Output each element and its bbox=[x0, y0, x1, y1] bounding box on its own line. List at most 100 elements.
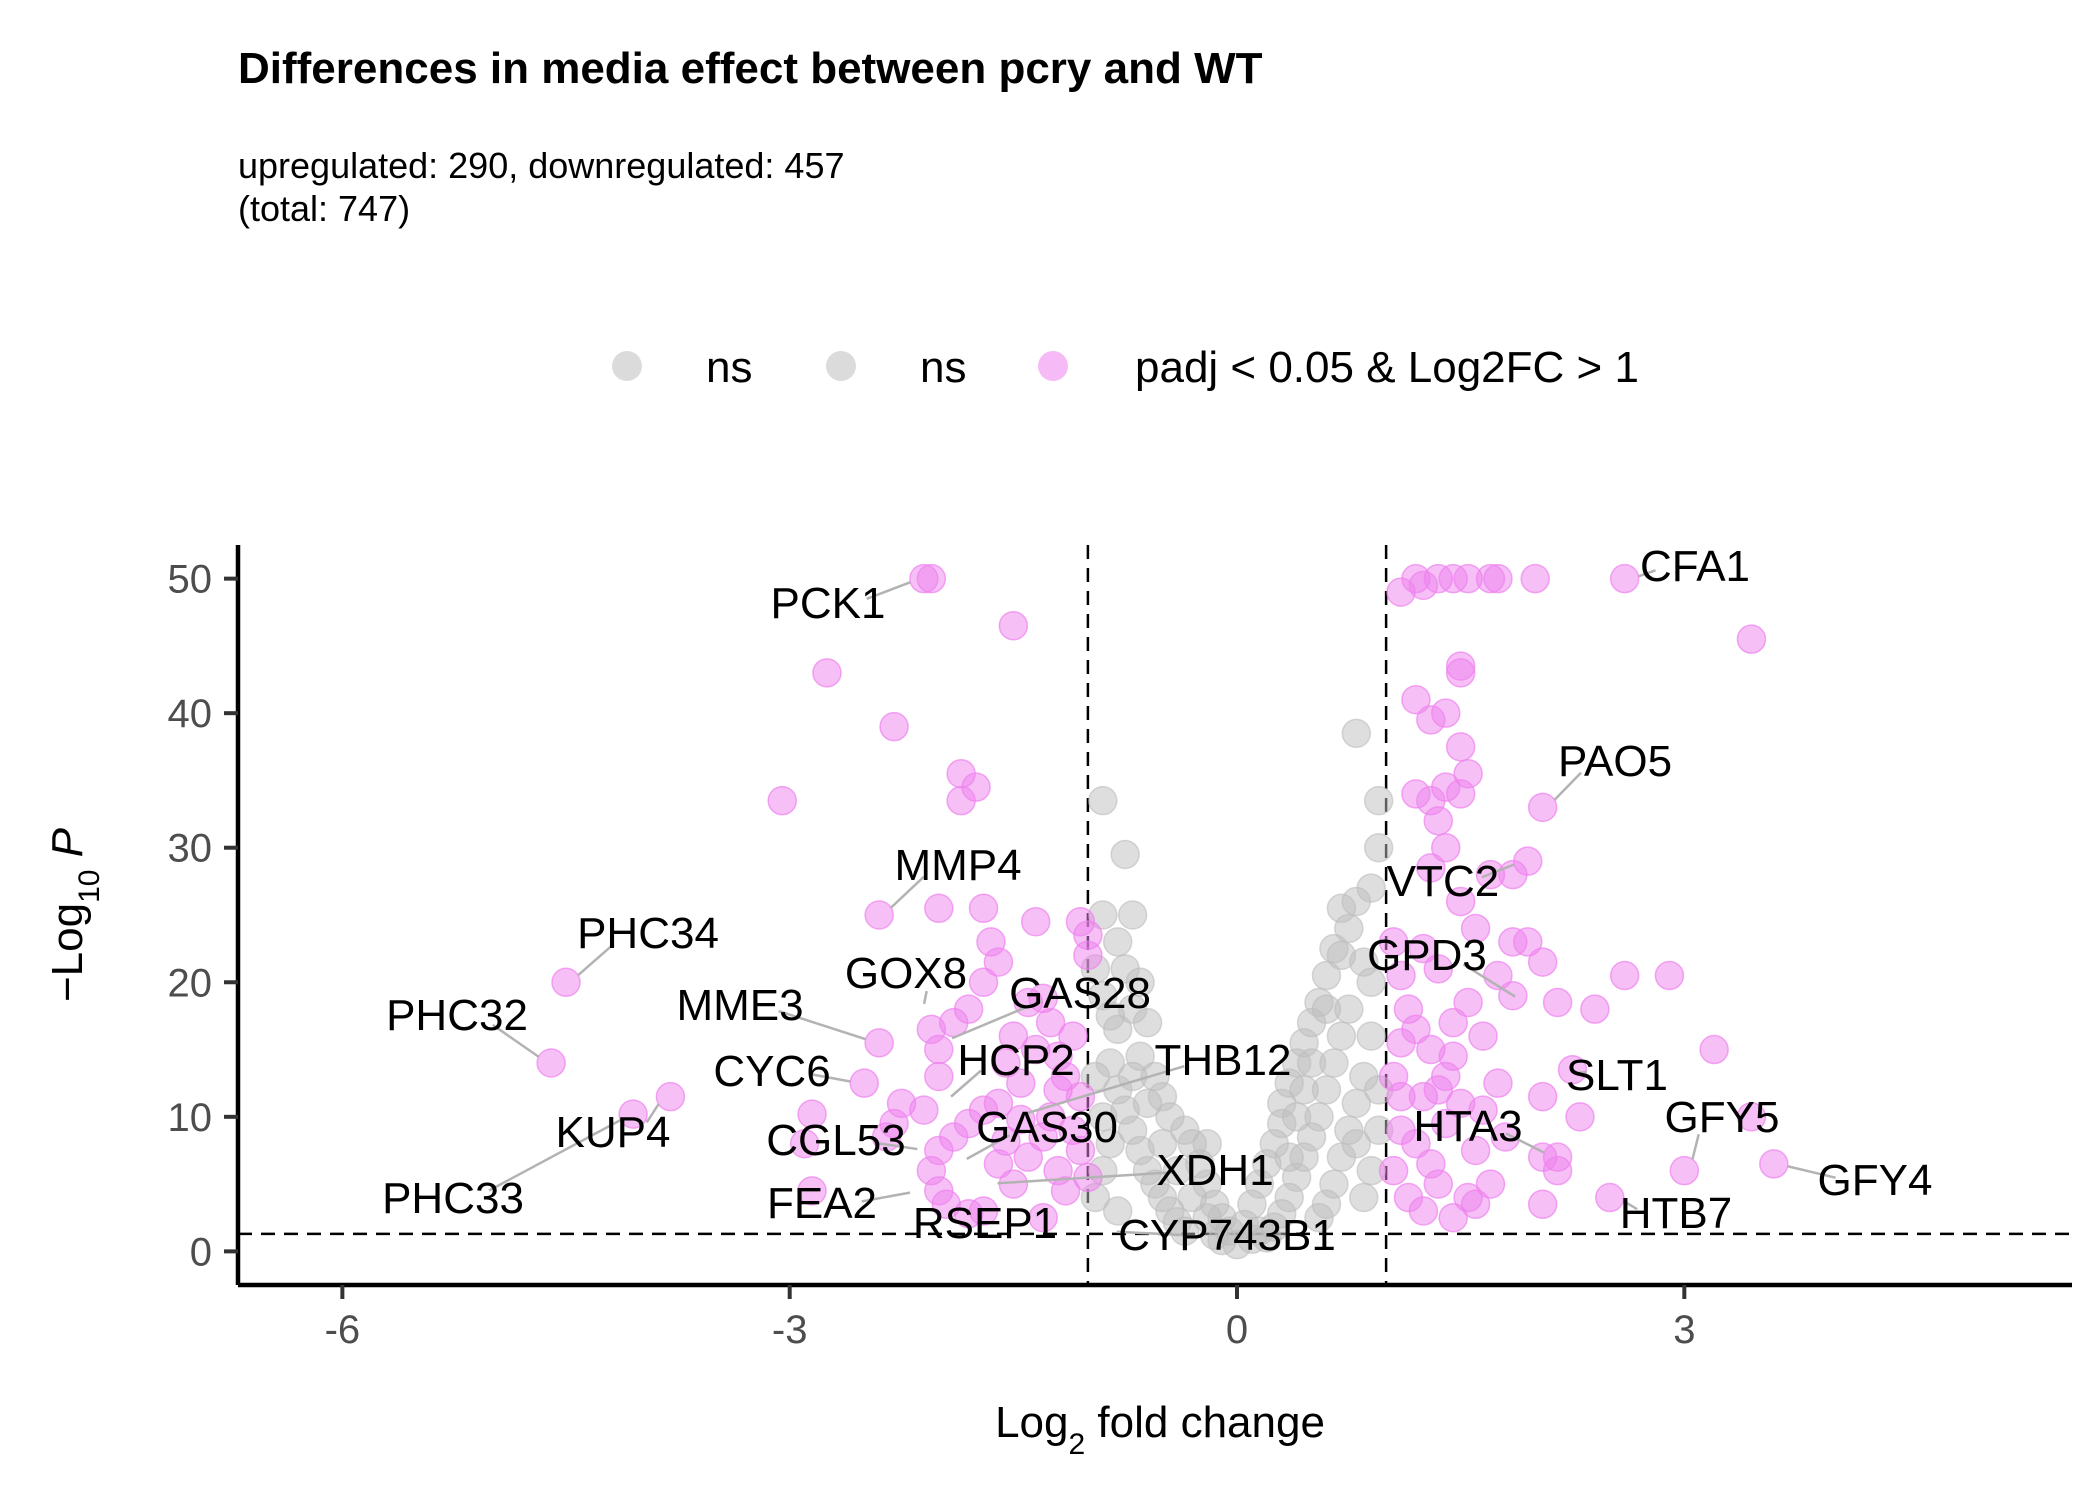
significant-point bbox=[1431, 1108, 1461, 1139]
significant-point bbox=[1527, 947, 1558, 977]
significant-point bbox=[1423, 1169, 1454, 1199]
gene-label-slt1: SLT1 bbox=[1566, 1051, 1668, 1100]
significant-point bbox=[1445, 658, 1476, 688]
gene-label-pck1: PCK1 bbox=[771, 579, 886, 628]
legend: ns ns padj < 0.05 & Log2FC > 1 bbox=[612, 343, 1639, 392]
gene-label-gox8: GOX8 bbox=[845, 949, 967, 998]
gene-label-gfy4: GFY4 bbox=[1818, 1156, 1933, 1205]
significant-point bbox=[1020, 906, 1051, 937]
ns-point bbox=[1162, 1155, 1193, 1186]
gene-label-kup4: KUP4 bbox=[556, 1108, 671, 1157]
significant-point bbox=[1513, 927, 1543, 957]
connector-cyp743b1 bbox=[1116, 1230, 1188, 1237]
significant-point bbox=[1438, 1202, 1468, 1233]
label-connectors bbox=[488, 569, 1836, 1237]
connector-hcp2 bbox=[950, 1069, 982, 1098]
significant-point bbox=[1408, 570, 1439, 601]
significant-point bbox=[1736, 1102, 1767, 1132]
significant-point bbox=[1423, 954, 1454, 984]
y-axis-title: −Log10 P bbox=[43, 827, 106, 1002]
gene-label-gfy5: GFY5 bbox=[1665, 1093, 1780, 1142]
connector-cfa1 bbox=[1638, 569, 1656, 578]
gene-label-phc34: PHC34 bbox=[577, 909, 719, 958]
significant-point bbox=[1520, 563, 1550, 594]
gene-labels: PCK1 CFA1 PAO5 VTC2 MMP4 PHC34 GPD3 GOX8 GAS28 PH… bbox=[382, 542, 1932, 1260]
y-tick-label: 30 bbox=[168, 827, 213, 871]
connector-hta3 bbox=[1505, 1132, 1545, 1154]
significant-point bbox=[1423, 1075, 1454, 1105]
connector-cyc6 bbox=[811, 1073, 851, 1083]
gene-label-vtc2: VTC2 bbox=[1387, 857, 1499, 906]
ns-point bbox=[1281, 1102, 1312, 1132]
significant-point bbox=[1431, 832, 1461, 863]
significant-point bbox=[1453, 987, 1483, 1018]
significant-point bbox=[1408, 1196, 1439, 1226]
significant-point bbox=[1058, 1021, 1088, 1051]
ns-point bbox=[1363, 832, 1394, 863]
gene-label-cfa1: CFA1 bbox=[1640, 542, 1750, 591]
ns-point bbox=[1125, 967, 1155, 998]
gene-label-gas30: GAS30 bbox=[976, 1103, 1118, 1152]
significant-point bbox=[1527, 1189, 1558, 1220]
connector-thb12 bbox=[1026, 1064, 1185, 1115]
connector-phc33 bbox=[488, 1118, 622, 1192]
ns-point bbox=[1296, 1048, 1327, 1078]
gene-label-gpd3: GPD3 bbox=[1367, 931, 1487, 980]
legend-key-2 bbox=[1038, 351, 1068, 381]
ns-point bbox=[1311, 994, 1342, 1024]
connector-kup4 bbox=[645, 1103, 660, 1123]
significant-point bbox=[1460, 1135, 1491, 1166]
connector-fea2 bbox=[861, 1191, 911, 1203]
x-tick-label: -3 bbox=[772, 1308, 808, 1352]
y-tick-label: 50 bbox=[168, 558, 213, 602]
chart-title: Differences in media effect between pcry… bbox=[238, 44, 1263, 93]
significant-point bbox=[767, 785, 797, 816]
significant-point bbox=[953, 1198, 984, 1229]
x-tick-label: 3 bbox=[1673, 1308, 1695, 1352]
connector-vtc2 bbox=[1481, 863, 1515, 879]
legend-label-2: padj < 0.05 & Log2FC > 1 bbox=[1135, 343, 1639, 392]
significant-point bbox=[1609, 960, 1640, 991]
significant-point bbox=[1527, 1081, 1558, 1112]
connector-slt1 bbox=[1577, 1070, 1587, 1075]
y-tick-label: 10 bbox=[168, 1096, 213, 1140]
legend-label-0: ns bbox=[706, 343, 752, 392]
ns-point bbox=[1147, 1128, 1178, 1159]
gene-label-hta3: HTA3 bbox=[1413, 1102, 1522, 1151]
significant-point bbox=[916, 563, 947, 594]
ns-point bbox=[1356, 1021, 1386, 1051]
significant-point bbox=[1483, 1068, 1513, 1098]
legend-key-0 bbox=[612, 351, 642, 381]
significant-point bbox=[1028, 1202, 1058, 1233]
significant-point bbox=[1595, 1182, 1625, 1213]
significant-points bbox=[536, 563, 1789, 1233]
gene-label-rsep1: RSEP1 bbox=[913, 1199, 1057, 1248]
significant-point bbox=[1050, 1176, 1081, 1206]
connector-mmp4 bbox=[890, 875, 925, 909]
connector-pao5 bbox=[1553, 771, 1583, 801]
significant-point bbox=[1759, 1149, 1789, 1179]
ns-point bbox=[1088, 785, 1118, 816]
gene-label-xdh1: XDH1 bbox=[1156, 1146, 1273, 1195]
ns-point bbox=[1326, 940, 1357, 971]
significant-point bbox=[1378, 927, 1409, 957]
significant-point bbox=[536, 1048, 566, 1078]
significant-point bbox=[1468, 1021, 1498, 1051]
gene-label-gas28: GAS28 bbox=[1009, 969, 1151, 1018]
gene-label-phc33: PHC33 bbox=[382, 1174, 524, 1223]
significant-point bbox=[1065, 1135, 1096, 1166]
gene-label-cyp743b1: CYP743B1 bbox=[1118, 1211, 1336, 1260]
connector-mme3 bbox=[778, 1009, 867, 1041]
gene-label-mmp4: MMP4 bbox=[894, 841, 1021, 890]
significant-point bbox=[789, 1128, 820, 1159]
significant-point bbox=[1460, 1189, 1491, 1220]
significant-point bbox=[1483, 563, 1513, 594]
gene-label-thb12: THB12 bbox=[1155, 1036, 1292, 1085]
connector-gfy4 bbox=[1787, 1165, 1836, 1179]
significant-point bbox=[1035, 1007, 1066, 1038]
significant-point bbox=[924, 893, 954, 924]
ns-point bbox=[1356, 967, 1386, 998]
gene-label-mme3: MME3 bbox=[676, 981, 803, 1030]
ns-point bbox=[1341, 1088, 1372, 1119]
